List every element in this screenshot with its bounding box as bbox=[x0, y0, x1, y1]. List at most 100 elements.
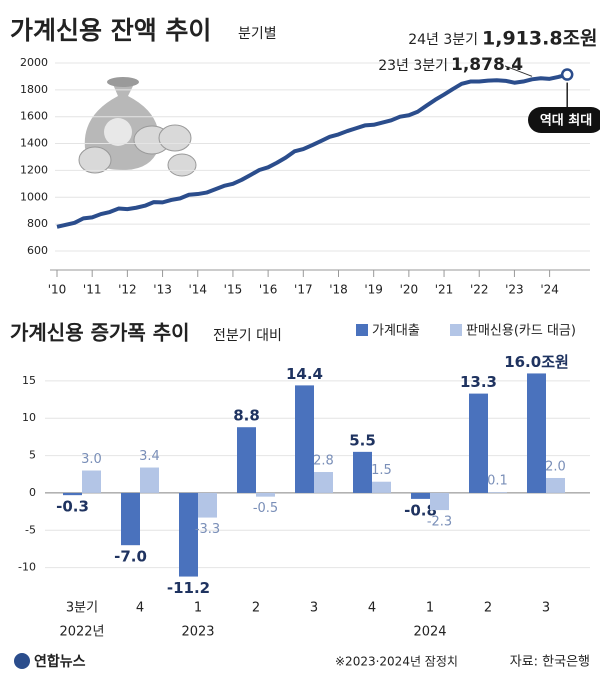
bar bbox=[82, 470, 101, 493]
x-tick-label: 3 bbox=[310, 601, 318, 616]
x-tick-label: '23 bbox=[505, 283, 524, 297]
value-label: 1.5 bbox=[371, 463, 392, 478]
x-tick-label: '19 bbox=[364, 283, 383, 297]
x-tick-label: 2023 bbox=[181, 625, 214, 640]
y-tick-label: 0 bbox=[29, 486, 36, 499]
y-tick-label: 5 bbox=[29, 449, 36, 462]
value-label: 16.0조원 bbox=[504, 353, 569, 371]
value-label: -2.3 bbox=[427, 515, 452, 530]
chart-title: 가계신용 잔액 추이 bbox=[10, 16, 211, 45]
annotation-box bbox=[528, 107, 600, 133]
bar bbox=[63, 492, 82, 496]
x-tick-label: '12 bbox=[118, 283, 137, 297]
value-label: 2.8 bbox=[313, 454, 334, 469]
value-label: -3.3 bbox=[195, 522, 220, 537]
value-label: 13.3 bbox=[460, 373, 497, 391]
x-tick-label: 3분기 bbox=[66, 601, 98, 616]
x-tick-label: 4 bbox=[136, 601, 144, 616]
y-tick-label: -10 bbox=[18, 561, 36, 574]
chart-subtitle: 분기별 bbox=[238, 26, 277, 42]
bar bbox=[546, 477, 565, 493]
bar bbox=[237, 427, 256, 493]
x-tick-label: 3 bbox=[542, 601, 550, 616]
footer-source: 자료: 한국은행 bbox=[510, 654, 590, 670]
bar bbox=[314, 472, 333, 493]
annotation: 24년 3분기 bbox=[408, 32, 478, 48]
x-tick-label: 2 bbox=[484, 601, 492, 616]
legend-label: 가계대출 bbox=[372, 324, 420, 339]
legend-swatch bbox=[450, 324, 462, 336]
bar bbox=[121, 492, 140, 546]
y-tick-label: 600 bbox=[27, 244, 48, 257]
y-tick-label: 15 bbox=[22, 374, 36, 387]
annotation-badge: 역대 최대 bbox=[540, 113, 592, 129]
value-label: 8.8 bbox=[233, 407, 260, 425]
line-series bbox=[56, 72, 568, 229]
value-label: 0.1 bbox=[487, 474, 508, 489]
x-tick-label: 1 bbox=[426, 601, 434, 616]
bar bbox=[353, 451, 372, 493]
y-tick-label: 1200 bbox=[20, 163, 48, 176]
value-label: -0.8 bbox=[404, 501, 437, 519]
bar bbox=[256, 492, 275, 497]
x-tick-label: '11 bbox=[83, 283, 102, 297]
money-bag-icon bbox=[78, 77, 197, 177]
y-tick-label: -5 bbox=[25, 523, 36, 536]
y-tick-label: 1600 bbox=[20, 110, 48, 123]
value-label: 14.4 bbox=[286, 365, 323, 383]
footer-note: ※2023·2024년 잠정치 bbox=[335, 655, 458, 669]
callout-line bbox=[504, 65, 533, 77]
bar bbox=[488, 492, 507, 493]
value-label: -0.3 bbox=[56, 498, 89, 516]
x-tick-label: '14 bbox=[188, 283, 207, 297]
x-tick-label: '24 bbox=[540, 283, 559, 297]
bar bbox=[527, 373, 546, 493]
legend-swatch bbox=[356, 324, 368, 336]
x-tick-label: '18 bbox=[329, 283, 348, 297]
logo-text: 연합뉴스 bbox=[34, 653, 86, 670]
x-tick-label: '21 bbox=[435, 283, 454, 297]
annotation: 23년 3분기 bbox=[378, 58, 448, 74]
y-tick-label: 1400 bbox=[20, 137, 48, 150]
x-tick-label: '20 bbox=[400, 283, 419, 297]
value-label: -0.5 bbox=[253, 501, 278, 516]
annotation-value: 1,878.4 bbox=[451, 55, 523, 75]
y-tick-label: 800 bbox=[27, 217, 48, 230]
bar bbox=[140, 467, 159, 493]
bar bbox=[411, 492, 430, 499]
x-tick-label: 4 bbox=[368, 601, 376, 616]
value-label: 2.0 bbox=[545, 459, 566, 474]
x-tick-label: 2 bbox=[252, 601, 260, 616]
y-tick-label: 1800 bbox=[20, 83, 48, 96]
logo: 연합뉴스 bbox=[14, 653, 86, 670]
value-label: -7.0 bbox=[114, 548, 147, 566]
bar bbox=[430, 492, 449, 511]
x-tick-label: '16 bbox=[259, 283, 278, 297]
end-marker bbox=[560, 68, 574, 81]
x-tick-label: '22 bbox=[470, 283, 489, 297]
x-tick-label: 1 bbox=[194, 601, 202, 616]
y-tick-label: 2000 bbox=[20, 56, 48, 69]
x-tick-label: '17 bbox=[294, 283, 313, 297]
bar bbox=[295, 385, 314, 493]
x-tick-label: 2022년 bbox=[59, 625, 104, 640]
legend-label: 판매신용(카드 대금) bbox=[466, 324, 576, 339]
value-label: 5.5 bbox=[349, 431, 376, 449]
chart-title: 가계신용 증가폭 추이 bbox=[10, 321, 190, 345]
bar bbox=[469, 393, 488, 493]
x-tick-label: '13 bbox=[153, 283, 172, 297]
x-tick-label: 2024 bbox=[413, 625, 446, 640]
y-tick-label: 10 bbox=[22, 411, 36, 424]
y-tick-label: 1000 bbox=[20, 190, 48, 203]
bar bbox=[372, 481, 391, 493]
value-label: 3.0 bbox=[81, 452, 102, 467]
value-label: -11.2 bbox=[167, 579, 210, 597]
value-label: 3.4 bbox=[139, 449, 160, 464]
bar bbox=[198, 492, 217, 518]
bar bbox=[179, 492, 198, 577]
annotation-value: 1,913.8조원 bbox=[482, 28, 598, 50]
x-tick-label: '10 bbox=[48, 283, 67, 297]
x-tick-label: '15 bbox=[224, 283, 243, 297]
chart-subtitle: 전분기 대비 bbox=[213, 328, 282, 344]
